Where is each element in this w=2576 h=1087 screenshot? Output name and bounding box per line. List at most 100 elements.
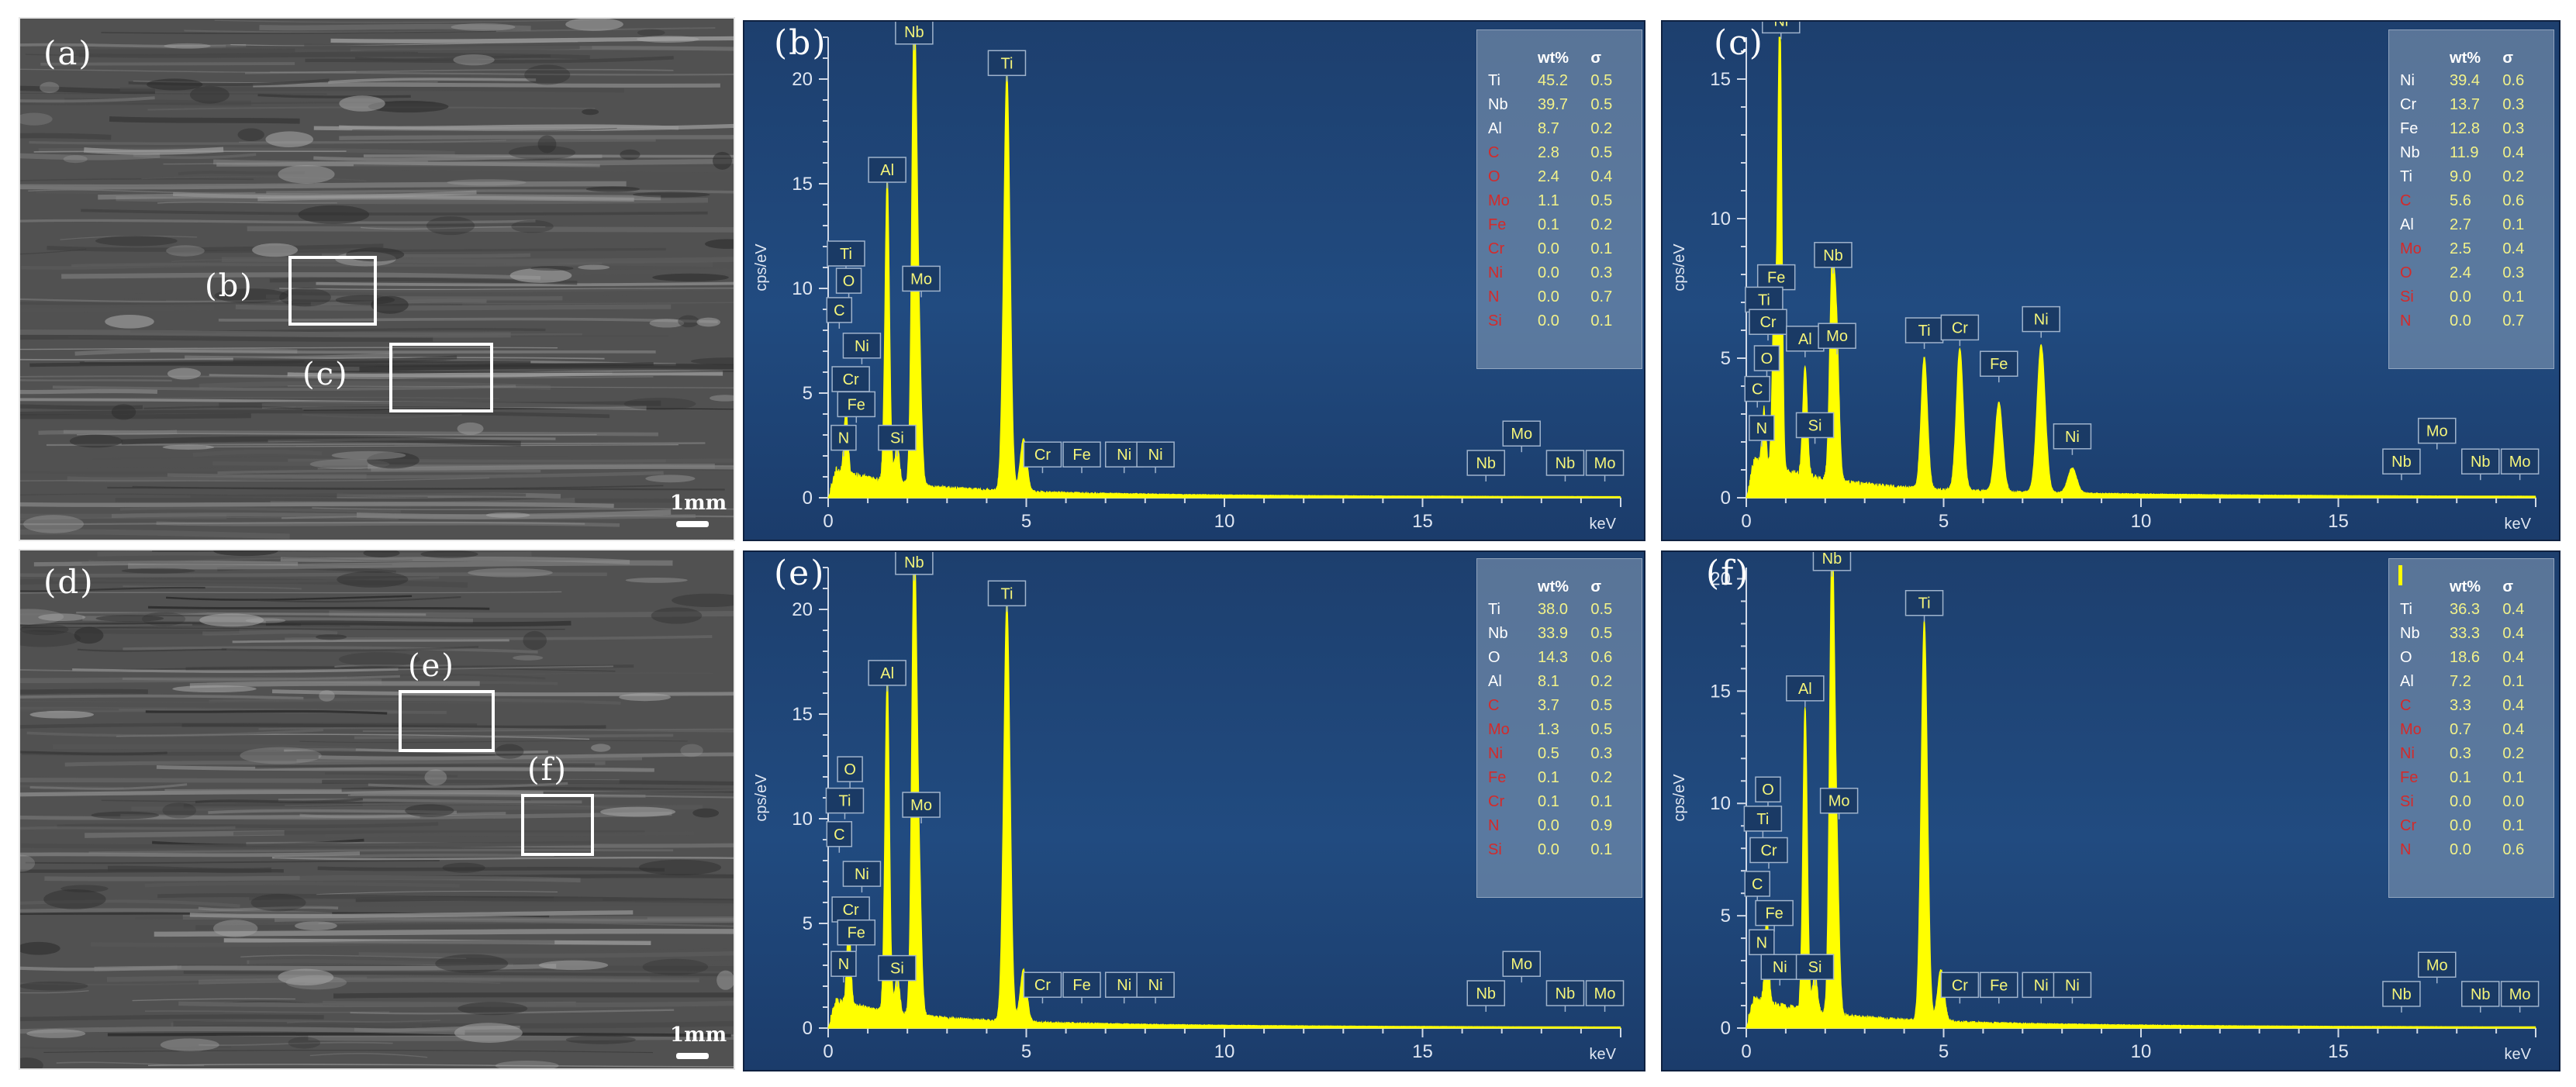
peak-label: Nb — [1545, 450, 1585, 481]
table-row: Nb 33.3 0.4 — [2400, 622, 2554, 646]
peak-label: Ti — [1904, 317, 1944, 349]
table-header-cell: σ — [1590, 50, 1602, 67]
panel-label-a: (a) — [43, 34, 93, 72]
y-tick-label: 5 — [1721, 348, 1731, 369]
sem-striation — [285, 803, 630, 809]
sem-striation — [20, 388, 157, 395]
svg-text:Nb: Nb — [1476, 455, 1496, 472]
sem-debris — [95, 236, 178, 247]
peak-label: Cr — [1940, 314, 1980, 347]
sem-striation — [166, 595, 413, 601]
sem-debris — [339, 95, 385, 112]
sigma-cell: 0.5 — [1590, 192, 1613, 209]
cursor-marker — [2398, 565, 2402, 585]
peak-label: Mo — [1585, 980, 1625, 1012]
element-cell: Mo — [1488, 192, 1510, 209]
element-cell: Ni — [1488, 745, 1503, 762]
composition-table-body-c: wt% σ Ni 39.4 0.6 Cr 13.7 0.3 Fe 12.8 0.3 Nb 11.9 0.4… — [2400, 47, 2554, 333]
sem-debris — [511, 219, 554, 233]
sigma-cell: 0.1 — [1590, 793, 1613, 810]
sem-striation — [84, 147, 224, 155]
sem-striation — [156, 521, 620, 527]
sem-striation — [368, 463, 715, 471]
sem-striation — [20, 529, 290, 540]
sem-debris — [337, 571, 409, 588]
wt-cell: 14.3 — [1538, 649, 1568, 666]
svg-text:Nb: Nb — [2471, 454, 2491, 471]
sem-striation — [173, 190, 477, 199]
sem-texture-d — [20, 550, 734, 1068]
sem-image-a: (a) (b) (c) 1mm — [19, 17, 735, 541]
svg-text:Al: Al — [880, 162, 894, 179]
peak-label: Fe — [1062, 971, 1101, 1004]
sem-striation — [337, 492, 561, 499]
peak-label: C — [826, 821, 853, 853]
sigma-cell: 0.2 — [1590, 216, 1613, 233]
table-row: Ni 39.4 0.6 — [2400, 69, 2554, 93]
table-row: Cr 0.1 0.1 — [1488, 790, 1642, 814]
sem-debris — [95, 615, 164, 622]
peak-label: Si — [1795, 954, 1835, 986]
sem-striation — [350, 1009, 675, 1015]
sigma-cell: 0.6 — [2502, 192, 2525, 209]
sem-striation — [190, 492, 527, 499]
wt-cell: 0.0 — [1538, 312, 1559, 330]
sem-debris — [636, 36, 699, 43]
element-cell: Fe — [1488, 216, 1507, 233]
sem-debris — [458, 1002, 528, 1016]
svg-text:Ti: Ti — [1918, 323, 1931, 340]
sigma-cell: 0.5 — [1590, 601, 1613, 618]
x-tick-label: 15 — [1412, 1041, 1433, 1062]
sem-striation — [28, 189, 256, 194]
svg-text:Mo: Mo — [2509, 454, 2531, 471]
sem-striation — [154, 928, 734, 937]
sem-striation — [145, 709, 388, 715]
x-tick-label: 0 — [823, 511, 833, 532]
sem-debris — [645, 474, 696, 483]
sem-striation — [221, 257, 734, 264]
sem-debris — [60, 885, 109, 892]
sem-striation — [339, 135, 734, 140]
sem-striation — [218, 317, 718, 323]
sem-striation — [20, 708, 119, 712]
sem-striation — [21, 840, 594, 849]
eds-chart-e: 0 5 10 15 0 5 10 15 20 keV cps/eV Nb Ti Al Mo O Ti C Ni Cr F… — [753, 552, 1625, 1063]
sem-striation — [74, 347, 298, 356]
svg-text:Mo: Mo — [1511, 956, 1532, 973]
element-cell: Al — [2400, 216, 2414, 233]
sem-debris — [495, 1060, 559, 1068]
sem-striation — [20, 68, 357, 73]
eds-chart-c: 051015051015keVcps/eVNiNbFeTiCrOCNAlMoSi… — [1671, 22, 2540, 533]
peak-label: N — [1749, 415, 1775, 447]
sem-debris — [508, 145, 576, 160]
sem-striation — [20, 92, 327, 95]
sem-striation — [208, 809, 458, 814]
peak-label: Ti — [1904, 589, 1944, 622]
sem-striation — [286, 1020, 440, 1023]
wt-cell: 39.7 — [1538, 96, 1568, 113]
sem-striation — [341, 786, 734, 793]
sem-debris — [74, 626, 104, 644]
sem-debris — [523, 630, 547, 650]
wt-cell: 9.0 — [2450, 168, 2471, 185]
sigma-cell: 0.2 — [2502, 168, 2525, 185]
wt-cell: 2.7 — [2450, 216, 2471, 233]
composition-table-f: wt% σ Ti 36.3 0.4 Nb 33.3 0.4 O 18.6 0.4 Al 7.2 0.1 C 3… — [2388, 558, 2554, 898]
sem-debris — [690, 357, 734, 365]
peak-label: Mo — [1585, 450, 1625, 481]
sem-striation — [20, 623, 192, 626]
table-header-cell: σ — [1590, 578, 1602, 595]
sem-debris — [642, 958, 709, 975]
sem-striation — [265, 620, 571, 627]
sem-striation — [70, 667, 616, 672]
table-header-row: wt% σ — [1488, 47, 1642, 69]
element-cell: N — [1488, 817, 1500, 834]
sem-striation — [43, 1050, 653, 1054]
sem-debris — [240, 747, 322, 764]
table-row: Mo 1.3 0.5 — [1488, 718, 1642, 742]
y-tick-label: 0 — [803, 488, 813, 509]
wt-cell: 12.8 — [2450, 120, 2480, 137]
svg-text:Cr: Cr — [1952, 977, 1968, 994]
wt-cell: 0.7 — [2450, 721, 2471, 738]
peak-label: Nb — [2382, 448, 2421, 481]
